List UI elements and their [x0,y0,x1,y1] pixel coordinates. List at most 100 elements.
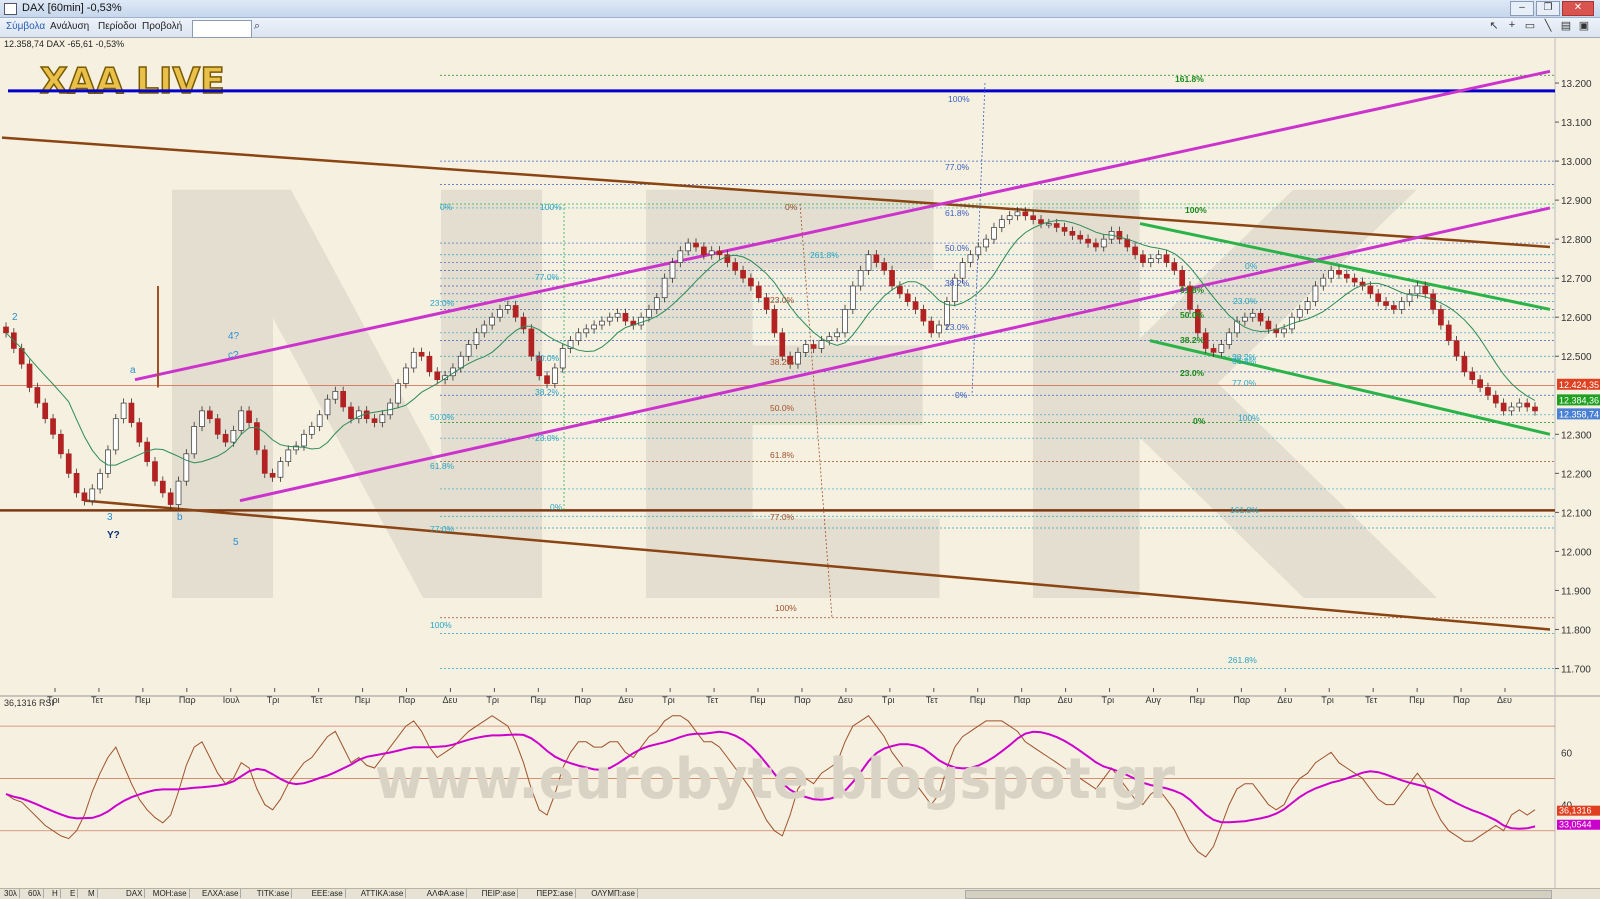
symbol-tab-3[interactable]: ΤΙΤΚ:ase [255,889,293,898]
candle-body [1469,371,1476,381]
cursor-icon[interactable]: ↖ [1489,20,1499,32]
fib-anchor-line-brown [799,203,833,618]
candle-body [1477,379,1483,388]
time-tick-label: Τρι [662,695,675,705]
candle-body [1414,285,1421,295]
symbol-tab-5[interactable]: ΑΤΤΙΚΑ:ase [359,889,407,898]
symbol-tab-6[interactable]: ΑΛΦΑ:ase [425,889,468,898]
candle-body [724,254,731,263]
candle-body [512,305,519,318]
minimize-button[interactable]: – [1510,1,1534,16]
symbol-tab-2[interactable]: ΕΛΧΑ:ase [200,889,242,898]
fib-label: 38.2% [1180,335,1205,345]
period-tab-4[interactable]: Μ [86,889,98,898]
price-tag-label: 12.424,35 [1559,380,1599,390]
time-tick-label: Παρ [574,695,591,705]
rsi-tag [1557,805,1600,816]
candle-body [685,242,692,252]
restore-button[interactable]: ❐ [1536,1,1560,16]
rectangle-icon[interactable]: ▭ [1524,20,1536,32]
symbol-search-input[interactable] [192,20,252,38]
save-icon[interactable]: ▣ [1578,20,1590,32]
fib-label: 61.8% [1180,285,1205,295]
price-tick-label: 13.100 [1561,118,1592,129]
price-tick-label: 13.000 [1561,157,1592,168]
symbol-tab-7[interactable]: ΠΕΙΡ:ase [480,889,519,898]
price-tick-label: 11.800 [1561,625,1591,636]
time-tick-label: Παρ [1014,695,1031,705]
time-tick-label: Δευ [618,695,633,705]
fib-label: 50.0% [770,403,795,413]
candle-body [418,351,425,357]
time-tick-label: Τετ [311,695,324,705]
candle-body [1100,238,1107,248]
time-tick-label: Πεμ [1189,695,1205,705]
period-tab-1[interactable]: 60λ [26,889,44,898]
candle-body [897,285,903,295]
candle-body [254,422,260,451]
time-tick-label: Τετ [926,695,939,705]
candle-body [1328,270,1334,279]
time-tick-label: Δευ [442,695,457,705]
time-tick-label: Αυγ [1145,695,1161,705]
candle-body [50,418,56,435]
period-tab-3[interactable]: Ε [68,889,79,898]
time-tick-label: Τετ [91,695,104,705]
period-tab-2[interactable]: Η [50,889,61,898]
price-tag-label: 12.358,74 [1559,409,1599,419]
candle-body [183,453,190,482]
close-button[interactable]: ✕ [1562,1,1594,16]
wave-label: 4? [228,331,240,342]
chart-area[interactable]: NEK XAA LIVE 13.200 13.100 13.000 12.900 12.80… [0,38,1600,888]
candle-body [732,262,739,271]
candle-body [1461,355,1468,373]
fib-label: 261.8% [1228,655,1257,665]
window-title: DAX [60min] -0,53% [22,2,122,14]
candle-body [81,492,88,502]
candle-body [967,254,974,263]
layout-icon[interactable]: ▤ [1560,20,1572,32]
wave-label: b [177,512,183,523]
candle-body [1085,238,1091,244]
fib-label: 23.0% [1233,296,1258,306]
wave-label: 3 [107,512,113,523]
candle-body [371,418,378,423]
fib-label: 0% [1245,261,1258,271]
candle-body [308,426,315,435]
candle-body [944,301,950,326]
crosshair-icon[interactable]: + [1508,19,1516,31]
menu-item-analysis[interactable]: Ανάλυση [50,21,90,32]
candle-body [1006,215,1013,220]
line-tool-icon[interactable]: ╲ [1544,20,1552,32]
search-icon[interactable]: ⌕ [254,20,261,32]
menu-item-symbols[interactable]: Σύμβολα [6,21,46,32]
candle-body [936,324,942,334]
menu-item-view[interactable]: Προβολή [142,21,183,32]
menu-item-periods[interactable]: Περίοδοι [98,21,137,32]
moving-average-line [5,219,1536,466]
symbol-tab-0[interactable]: DAX [124,889,146,898]
candle-body [904,293,911,302]
rsi-tag-label: 33,0544 [1559,820,1592,830]
period-tab-0[interactable]: 30λ [2,889,20,898]
candle-body [1242,316,1248,322]
candle-body [1046,223,1052,226]
fib-label: 61.8% [430,461,455,471]
symbol-tab-8[interactable]: ΠΕΡΣ:ase [534,889,576,898]
time-tick-label: Τρι [486,695,499,705]
symbol-tab-9[interactable]: ΟΛΥΜΠ:ase [589,889,638,898]
candle-body [1516,402,1523,408]
fib-label: 50.0% [1180,310,1205,320]
fib-label: 38.2% [535,387,560,397]
time-tick-label: Τρι [1321,695,1334,705]
symbol-tab-4[interactable]: ΕΕΕ:ase [310,889,346,898]
candle-body [818,340,825,349]
candle-body [152,461,158,482]
candle-body [26,363,33,388]
candle-body [653,297,660,310]
fib-label: 77.0% [945,162,970,172]
candle-body [1336,270,1342,275]
symbol-tab-1[interactable]: ΜΟΗ:ase [151,889,190,898]
candle-body [403,367,409,384]
